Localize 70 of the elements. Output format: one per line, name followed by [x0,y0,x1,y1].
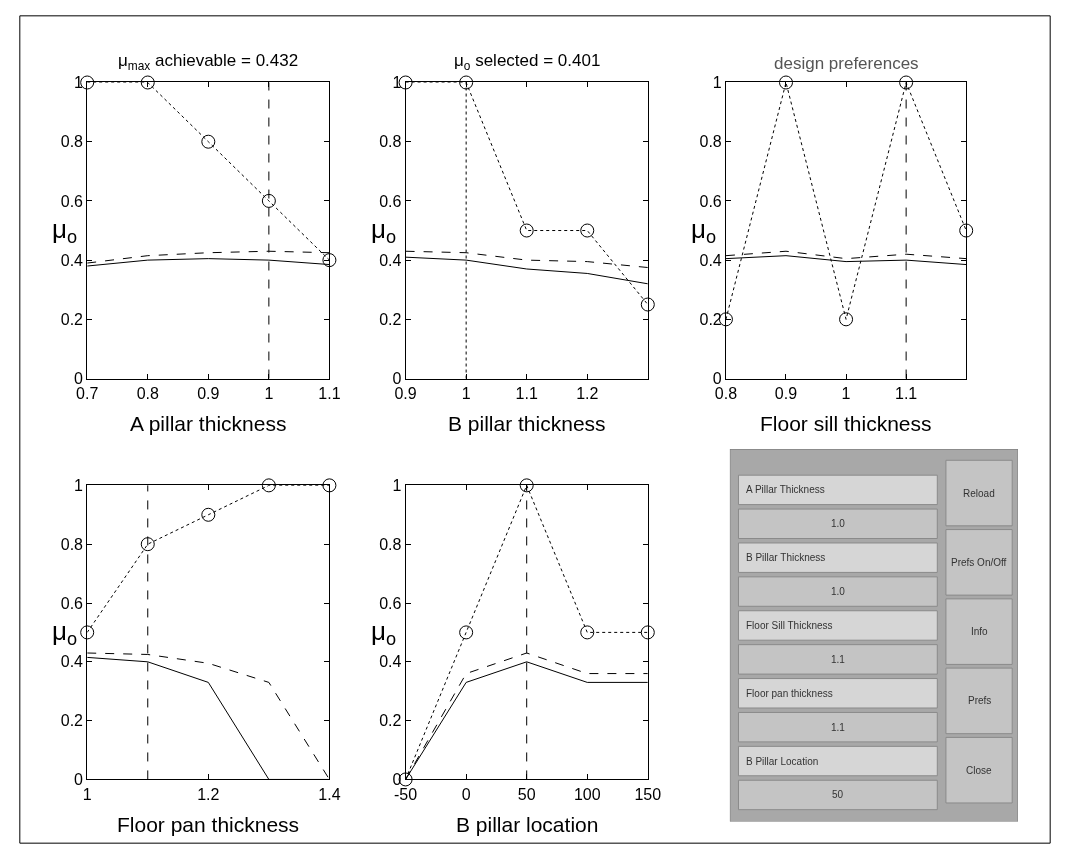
text: A Pillar Thickness [746,484,825,495]
text: Prefs [968,695,992,706]
y-tick-label: 1 [74,74,84,92]
text: B Pillar Thickness [746,552,826,563]
y-tick-label: 0.4 [699,251,722,269]
x-axis-title: A pillar thickness [130,412,287,435]
text: B Pillar Location [746,756,819,767]
chart-title: design preferences [774,54,919,73]
x-axis-title: B pillar thickness [448,412,606,435]
y-tick-label: 0.2 [379,310,402,328]
y-axis-title: μ$_{o}$ [52,616,78,650]
x-tick-label: 1 [841,384,851,402]
y-tick-label: 0.4 [60,251,84,269]
x-axis-title: B pillar location [456,813,599,836]
y-tick-label: 0.6 [60,594,84,612]
y-tick-label: 0.8 [379,133,402,151]
text: Close [966,765,992,776]
y-tick-label: 0 [712,370,722,388]
x-tick-label: 1.4 [318,785,341,803]
text: Prefs On/Off [951,557,1007,568]
y-tick-label: 0.6 [379,192,402,210]
text: Floor Sill Thickness [746,620,833,631]
y-tick-label: 1 [392,74,402,92]
x-tick-label: 50 [517,785,536,803]
x-tick-label: 1.1 [318,384,341,402]
text: Reload [963,488,995,499]
y-tick-label: 0.6 [379,594,402,612]
x-axis-title: Floor pan thickness [117,813,300,836]
y-tick-label: 0.6 [60,192,84,210]
text: 1.1 [831,722,846,733]
x-tick-label: 1 [264,384,274,402]
y-tick-label: 0.2 [379,712,402,730]
x-tick-label: 1.2 [576,384,599,402]
text: Floor pan thickness [746,688,833,699]
text: 1.0 [831,518,846,529]
x-tick-label: 0 [461,785,471,803]
y-tick-label: 0.6 [699,192,722,210]
x-tick-label: 1.1 [515,384,538,402]
y-tick-label: 0.8 [699,133,722,151]
x-tick-label: 150 [634,785,662,803]
y-tick-label: 0.2 [699,310,722,328]
y-tick-label: 0.4 [379,653,402,671]
x-tick-label: 0.9 [774,384,798,402]
text: 1.1 [831,654,846,665]
chart-title: μ$_{max}$ achievable = 0.432 [118,51,299,73]
x-axis-title: Floor sill thickness [760,412,932,435]
x-tick-label: 1 [461,384,471,402]
text: Info [971,626,989,637]
y-axis-title: μ$_{o}$ [371,616,397,650]
y-tick-label: 1 [392,476,402,494]
y-tick-label: 0.8 [60,535,84,553]
y-tick-label: 0.4 [379,251,402,269]
y-tick-label: 0.8 [379,535,402,553]
y-axis-title: μ$_{o}$ [371,214,397,248]
x-tick-label: 1.2 [197,785,220,803]
y-tick-label: 0 [74,771,84,789]
y-tick-label: 0.8 [60,133,84,151]
y-tick-label: 1 [712,74,722,92]
x-tick-label: 0.8 [136,384,159,402]
y-axis-title: μ$_{o}$ [52,214,78,248]
y-tick-label: 0.4 [60,653,84,671]
x-tick-label: 1.1 [895,384,918,402]
text: 1.0 [831,586,846,597]
x-tick-label: 100 [573,785,601,803]
chart-title: μ$_{o}$ selected = 0.401 [454,51,601,73]
y-tick-label: 0.2 [60,712,84,730]
y-axis-title: μ$_{o}$ [691,214,717,248]
y-tick-label: 1 [74,476,84,494]
y-tick-label: 0.2 [60,310,84,328]
x-tick-label: 0.9 [197,384,220,402]
